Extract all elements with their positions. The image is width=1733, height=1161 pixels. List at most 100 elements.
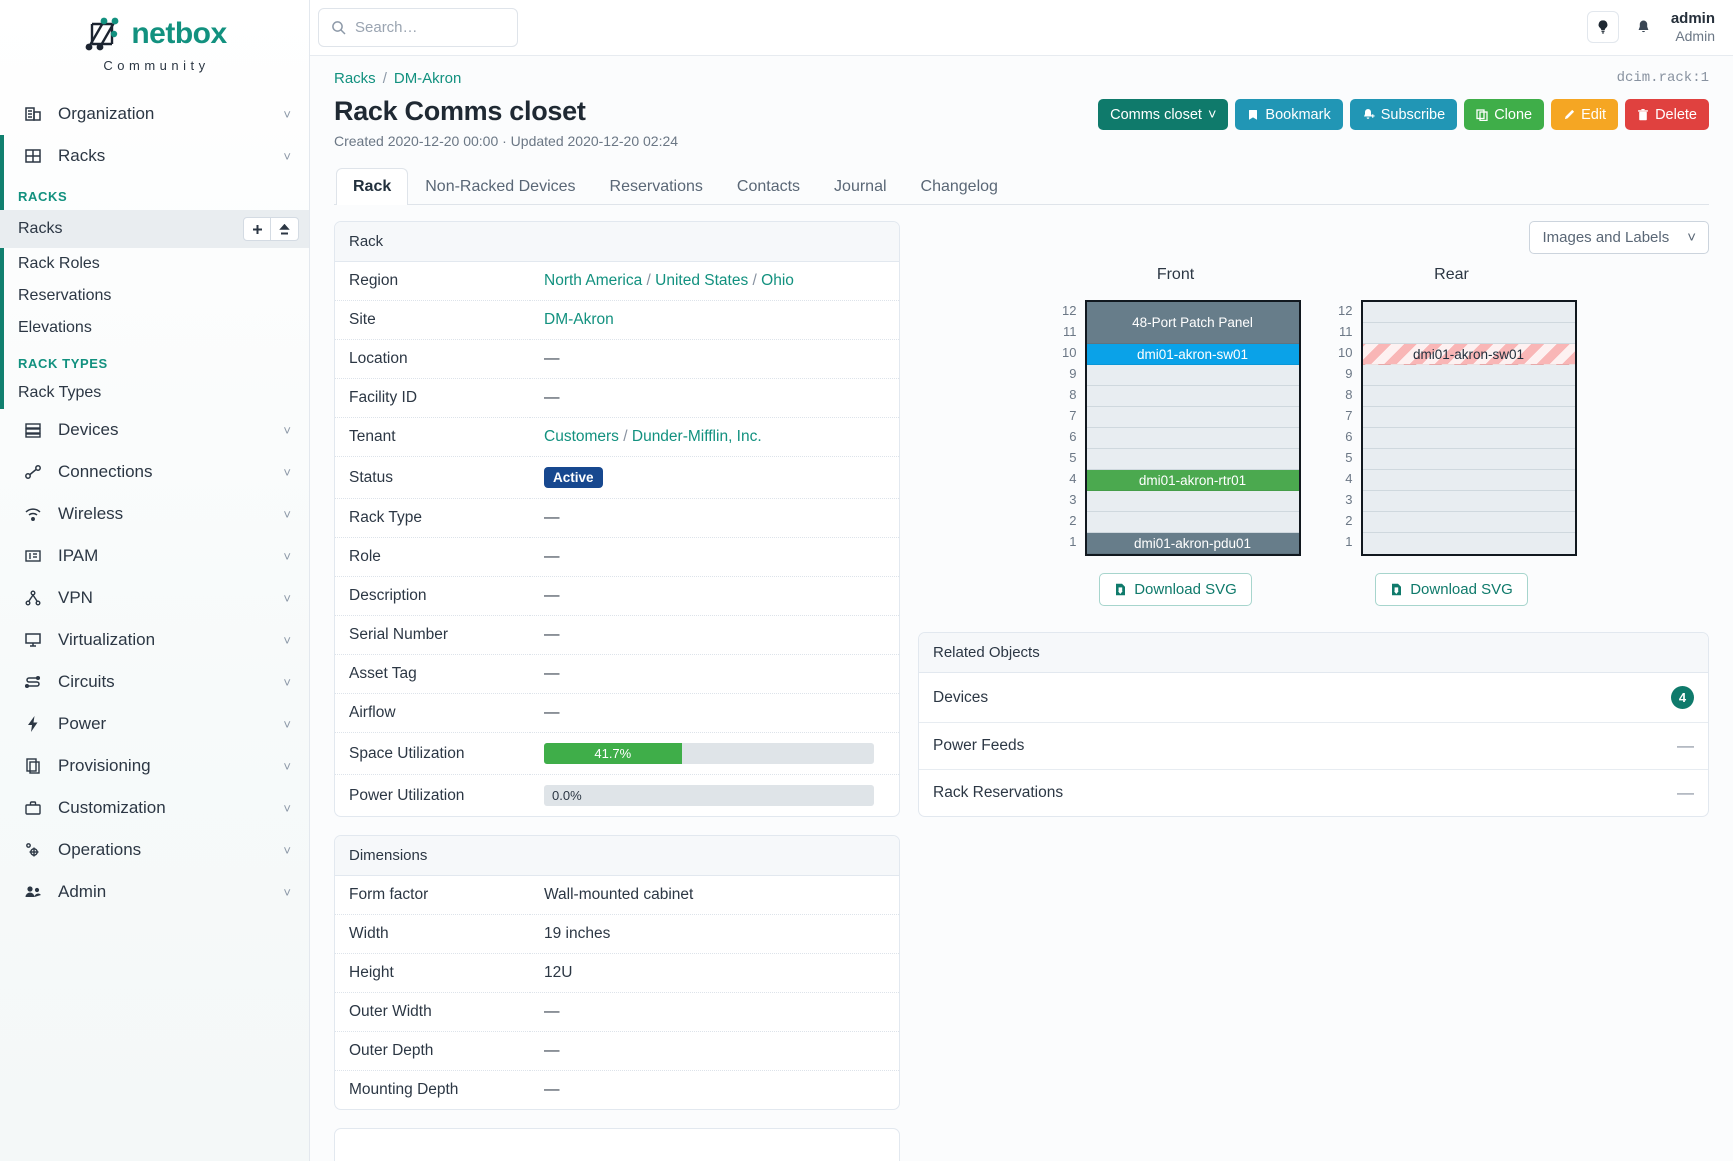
- front-unit-numbers: 12 11 10 9 8 7 6 5 4 3 2 1: [1051, 300, 1077, 552]
- region-link-ohio[interactable]: Ohio: [761, 272, 794, 289]
- sidebar-group-circuits[interactable]: Circuits ˅: [0, 661, 309, 703]
- rack-empty-unit[interactable]: [1086, 428, 1299, 449]
- rack-device-green[interactable]: dmi01-akron-rtr01: [1086, 470, 1299, 491]
- pencil-icon: [1563, 109, 1575, 121]
- table-row: Role —: [335, 538, 899, 577]
- rack-empty-unit[interactable]: [1362, 449, 1575, 470]
- rack-device-hatch[interactable]: dmi01-akron-sw01: [1362, 344, 1575, 365]
- rack-device-blue[interactable]: dmi01-akron-sw01: [1086, 344, 1299, 365]
- tab-non-racked-devices[interactable]: Non-Racked Devices: [425, 178, 576, 195]
- dimensions-card-title: Dimensions: [335, 836, 899, 876]
- rack-empty-unit[interactable]: [1362, 302, 1575, 323]
- subscribe-button[interactable]: Subscribe: [1349, 99, 1458, 130]
- sidebar-group-power[interactable]: Power ˅: [0, 703, 309, 745]
- sidebar-item-elevations[interactable]: Elevations: [0, 312, 309, 344]
- rack-card: Rack Region North America / United State…: [334, 221, 900, 817]
- tenant-link[interactable]: Dunder-Mifflin, Inc.: [631, 428, 762, 445]
- add-rack-button[interactable]: [243, 217, 271, 241]
- rack-empty-unit[interactable]: [1086, 512, 1299, 533]
- download-svg-rear-button[interactable]: Download SVG: [1375, 573, 1528, 606]
- tab-journal[interactable]: Journal: [834, 178, 887, 195]
- tab-rack[interactable]: Rack: [336, 168, 409, 205]
- power-icon: [22, 713, 44, 735]
- sidebar-group-connections[interactable]: Connections ˅: [0, 451, 309, 493]
- rack-empty-unit[interactable]: [1362, 491, 1575, 512]
- rack-empty-unit[interactable]: [1362, 386, 1575, 407]
- related-row-power-feeds[interactable]: Power Feeds —: [919, 723, 1708, 770]
- customization-icon: [22, 797, 44, 819]
- edit-button[interactable]: Edit: [1551, 99, 1619, 130]
- bookmark-button[interactable]: Bookmark: [1235, 99, 1343, 130]
- row-key: Mounting Depth: [349, 1081, 459, 1098]
- row-key: Serial Number: [349, 626, 449, 643]
- theme-toggle-button[interactable]: [1586, 11, 1619, 44]
- related-objects-card: Related Objects Devices 4 Power Feeds —: [918, 632, 1709, 817]
- rack-device-gray[interactable]: dmi01-akron-pdu01: [1086, 533, 1299, 554]
- rack-empty-unit[interactable]: [1086, 491, 1299, 512]
- brand-name: netbox: [131, 17, 227, 50]
- row-key: Space Utilization: [349, 744, 465, 762]
- sidebar-item-racks[interactable]: Racks: [0, 210, 309, 248]
- rack-empty-unit[interactable]: [1362, 323, 1575, 344]
- rack-empty-unit[interactable]: [1086, 449, 1299, 470]
- tab-contacts[interactable]: Contacts: [736, 178, 801, 195]
- related-row-devices[interactable]: Devices 4: [919, 673, 1708, 723]
- region-link-north-america[interactable]: North America: [544, 272, 643, 289]
- user-menu[interactable]: admin Admin: [1671, 10, 1715, 44]
- sidebar-group-virtualization[interactable]: Virtualization ˅: [0, 619, 309, 661]
- region-link-united-states[interactable]: United States: [655, 272, 749, 289]
- rack-empty-unit[interactable]: [1362, 407, 1575, 428]
- context-dropdown-button[interactable]: Comms closet ˅: [1098, 99, 1229, 130]
- front-elevation-title: Front: [1156, 266, 1195, 283]
- sidebar-group-label: Operations: [58, 840, 142, 859]
- object-id-label: dcim.rack:1: [1616, 70, 1709, 86]
- site-link[interactable]: DM-Akron: [544, 311, 614, 328]
- chevron-down-icon: ˅: [283, 716, 291, 732]
- elevation-view-select[interactable]: Images and Labels ˅: [1529, 221, 1709, 254]
- rack-empty-unit[interactable]: [1086, 407, 1299, 428]
- sidebar-group-label: Devices: [58, 420, 119, 439]
- clone-button[interactable]: Clone: [1464, 99, 1545, 130]
- sidebar-item-reservations[interactable]: Reservations: [0, 280, 309, 312]
- row-key: Facility ID: [349, 389, 418, 406]
- tab-reservations[interactable]: Reservations: [609, 178, 703, 195]
- sidebar-group-wireless[interactable]: Wireless ˅: [0, 493, 309, 535]
- rack-empty-unit[interactable]: [1362, 470, 1575, 491]
- sidebar-group-customization[interactable]: Customization ˅: [0, 787, 309, 829]
- sidebar-group-devices[interactable]: Devices ˅: [0, 409, 309, 451]
- related-row-rack-reservations[interactable]: Rack Reservations —: [919, 770, 1708, 816]
- download-svg-front-button[interactable]: Download SVG: [1099, 573, 1252, 606]
- rack-device-gray[interactable]: 48-Port Patch Panel: [1086, 302, 1299, 344]
- rack-empty-unit[interactable]: [1362, 365, 1575, 386]
- rack-empty-unit[interactable]: [1086, 365, 1299, 386]
- breadcrumb-link-site[interactable]: DM-Akron: [393, 70, 462, 87]
- row-value: 0.0%: [530, 775, 899, 817]
- breadcrumb-link-racks[interactable]: Racks: [334, 70, 376, 87]
- rack-empty-unit[interactable]: [1362, 428, 1575, 449]
- row-value: —: [544, 509, 560, 526]
- import-racks-button[interactable]: [271, 217, 299, 241]
- sidebar-group-ipam[interactable]: IPAM ˅: [0, 535, 309, 577]
- unit-number: 11: [1063, 324, 1077, 339]
- sidebar-group-provisioning[interactable]: Provisioning ˅: [0, 745, 309, 787]
- sidebar-group-operations[interactable]: Operations ˅: [0, 829, 309, 871]
- delete-button[interactable]: Delete: [1625, 99, 1709, 130]
- tenant-group-link[interactable]: Customers: [544, 428, 619, 445]
- notifications-icon[interactable]: [1629, 12, 1659, 42]
- rack-empty-unit[interactable]: [1086, 386, 1299, 407]
- sidebar-group-admin[interactable]: Admin ˅: [0, 871, 309, 913]
- sidebar-group-racks[interactable]: Racks ˅: [0, 135, 309, 177]
- unit-number: 9: [1345, 366, 1353, 381]
- connections-icon: [22, 461, 44, 483]
- sidebar-item-rack-types[interactable]: Rack Types: [0, 377, 309, 409]
- sidebar-group-organization[interactable]: Organization ˅: [0, 93, 309, 135]
- search-input[interactable]: Search…: [318, 8, 518, 47]
- sidebar-group-label: VPN: [58, 588, 93, 607]
- sidebar-group-vpn[interactable]: VPN ˅: [0, 577, 309, 619]
- tab-changelog[interactable]: Changelog: [920, 178, 998, 195]
- rack-empty-unit[interactable]: [1362, 512, 1575, 533]
- subscribe-bell-icon: [1362, 108, 1375, 121]
- chevron-down-icon: ˅: [283, 506, 291, 522]
- sidebar-item-rack-roles[interactable]: Rack Roles: [0, 248, 309, 280]
- rack-empty-unit[interactable]: [1362, 533, 1575, 554]
